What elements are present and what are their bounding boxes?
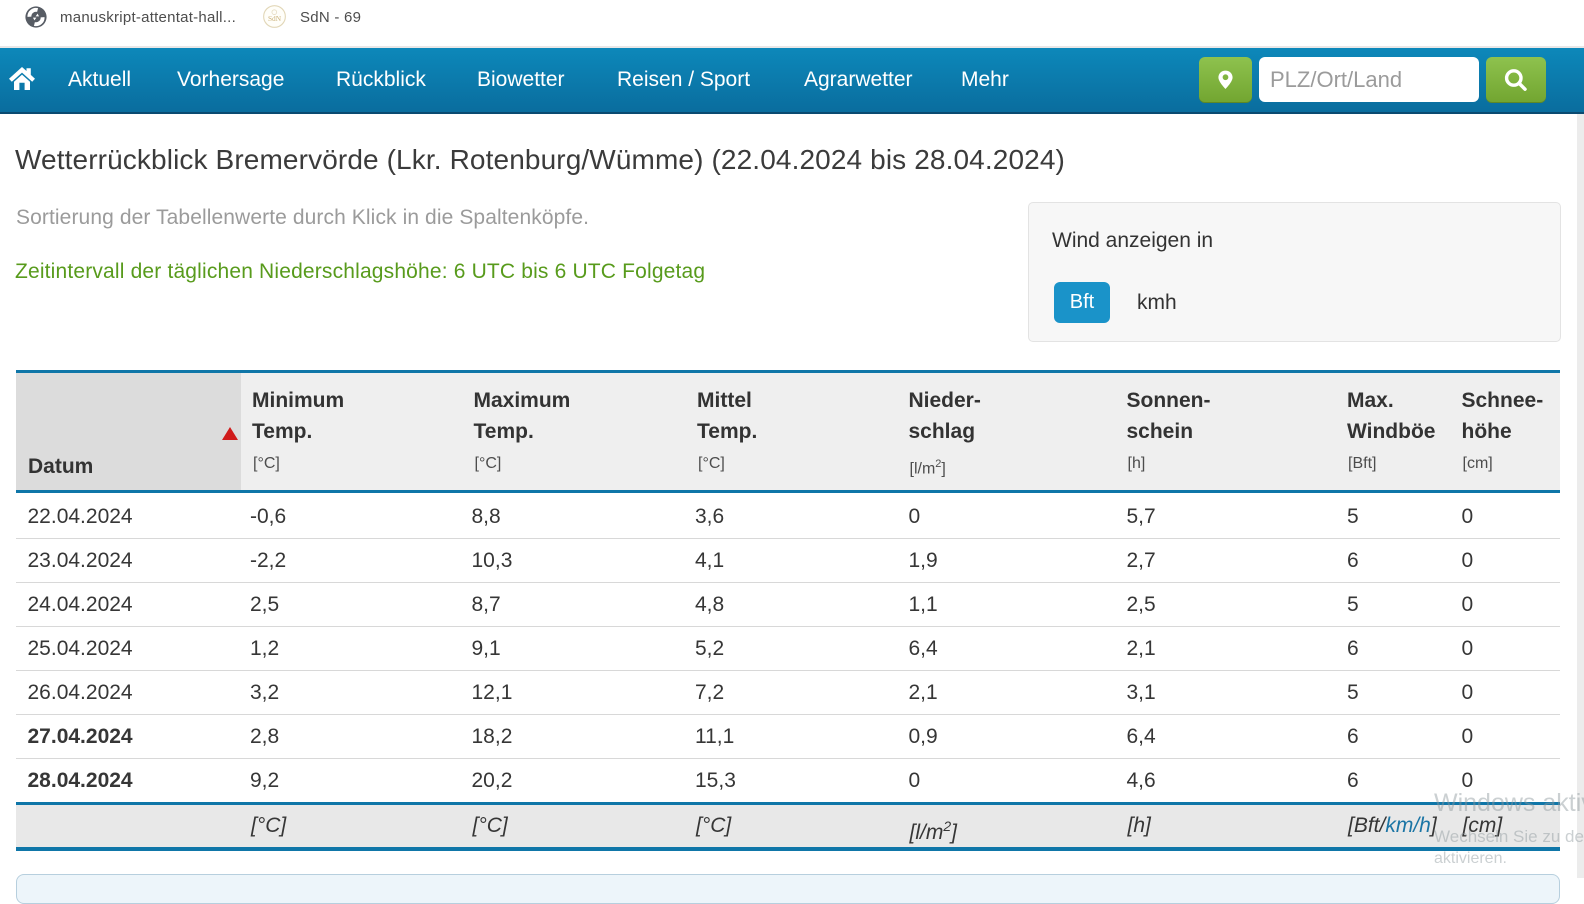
svg-text:SdN: SdN bbox=[268, 14, 282, 23]
